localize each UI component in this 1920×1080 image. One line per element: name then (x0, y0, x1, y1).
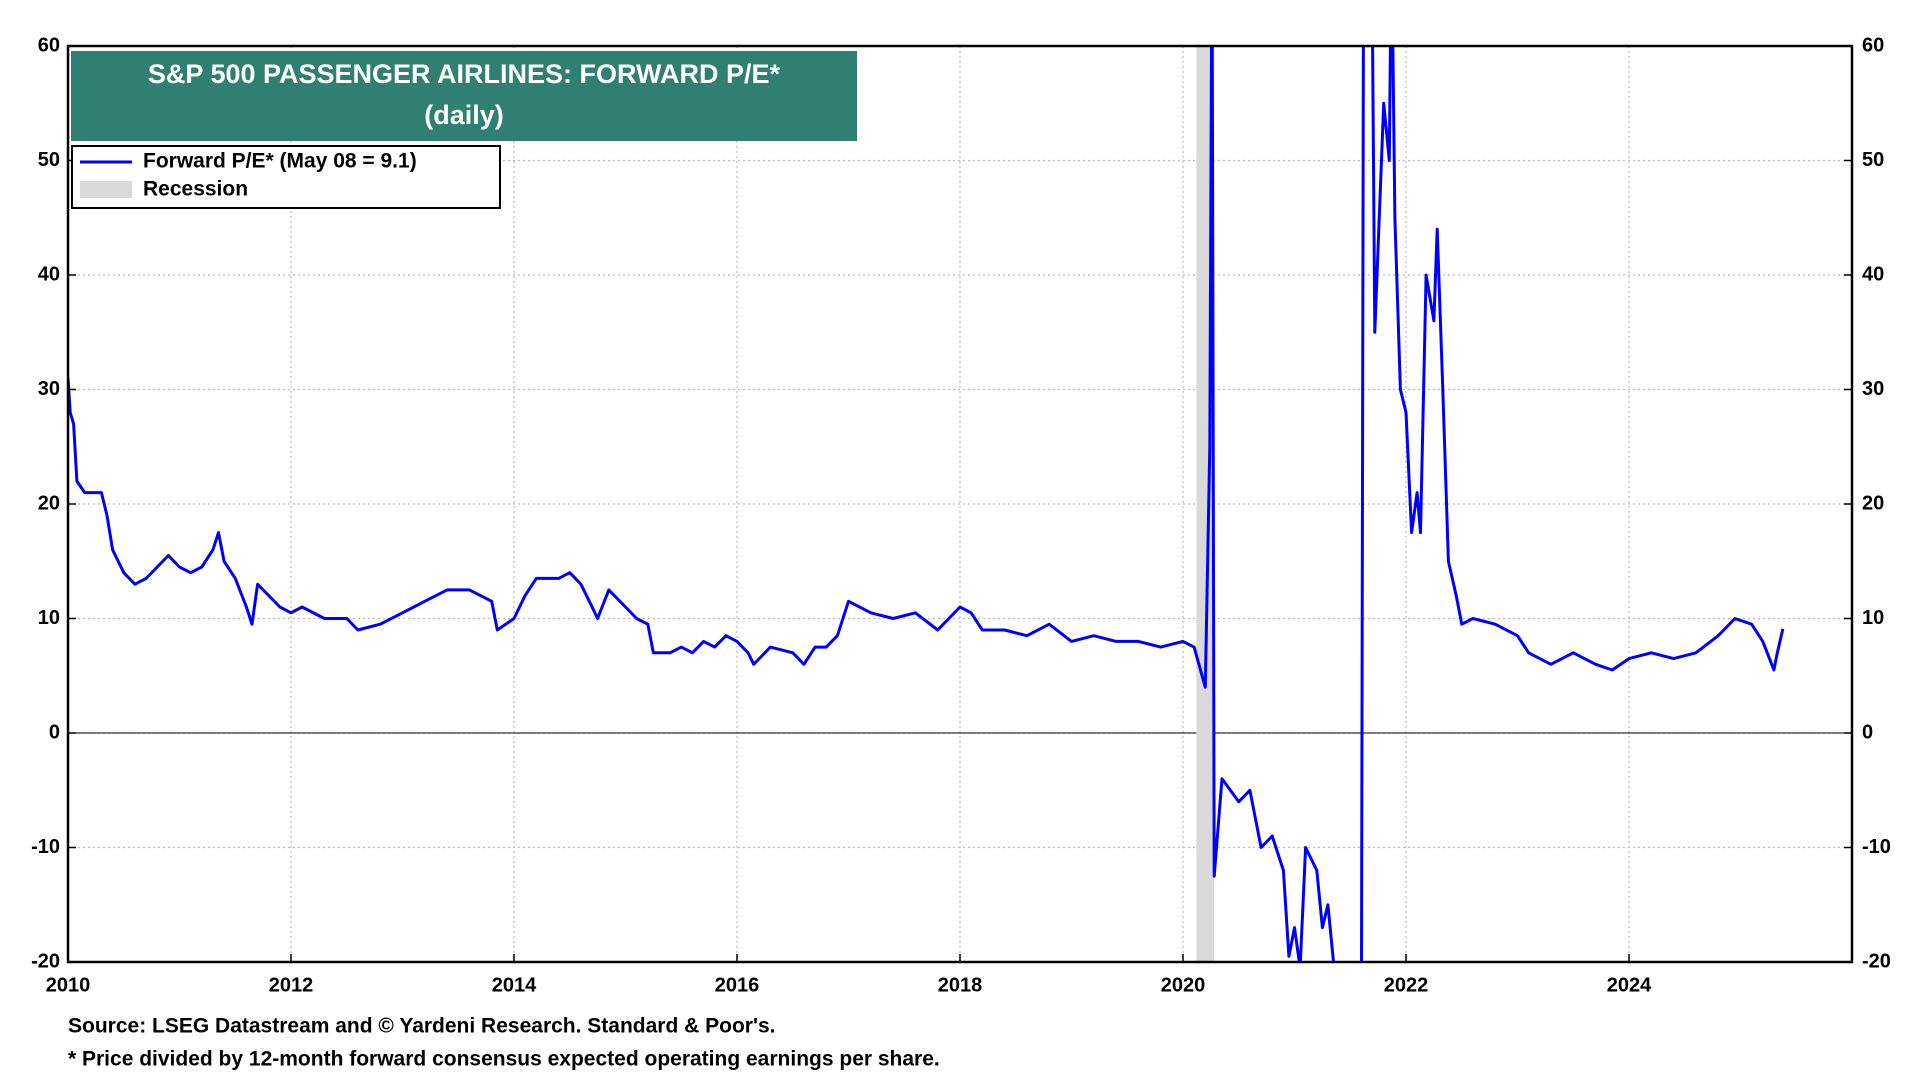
legend-swatch (80, 181, 132, 198)
y2-tick-label: 10 (1862, 607, 1884, 629)
x-tick-label: 2012 (269, 974, 314, 996)
x-tick-label: 2014 (492, 974, 537, 996)
footnote: * Price divided by 12-month forward cons… (68, 1048, 940, 1071)
x-tick-label: 2010 (46, 974, 91, 996)
x-tick-label: 2018 (938, 974, 983, 996)
plot-frame (66, 44, 1854, 964)
y2-tick-label: 60 (1862, 34, 1884, 56)
y2-tick-label: -10 (1862, 836, 1891, 858)
grid (68, 46, 1852, 962)
legend-label: Forward P/E* (May 08 = 9.1) (143, 150, 417, 173)
y2-tick-label: 50 (1862, 149, 1884, 171)
series-line (68, 46, 1785, 962)
y-tick-label: 50 (38, 149, 60, 171)
chart-subtitle: (daily) (424, 100, 504, 130)
title-box (71, 51, 857, 141)
plot-area (68, 46, 1785, 962)
source-note: Source: LSEG Datastream and © Yardeni Re… (68, 1015, 775, 1038)
y-tick-label: -10 (31, 836, 60, 858)
y-tick-label: 60 (38, 34, 60, 56)
y2-tick-label: 0 (1862, 721, 1873, 743)
x-tick-label: 2024 (1607, 974, 1652, 996)
legend-label: Recession (143, 178, 248, 201)
legend (71, 145, 501, 209)
y-tick-label: 40 (38, 263, 60, 285)
y2-tick-label: -20 (1862, 950, 1891, 972)
y-tick-label: 20 (38, 492, 60, 514)
x-tick-label: 2016 (715, 974, 760, 996)
y-tick-label: -20 (31, 950, 60, 972)
y-tick-label: 0 (49, 721, 60, 743)
chart-title: S&P 500 PASSENGER AIRLINES: FORWARD P/E* (148, 59, 781, 89)
y2-tick-label: 40 (1862, 263, 1884, 285)
y2-tick-label: 20 (1862, 492, 1884, 514)
y2-tick-label: 30 (1862, 378, 1884, 400)
y-tick-label: 30 (38, 378, 60, 400)
x-tick-label: 2022 (1384, 974, 1429, 996)
x-tick-label: 2020 (1161, 974, 1206, 996)
y-tick-label: 10 (38, 607, 60, 629)
